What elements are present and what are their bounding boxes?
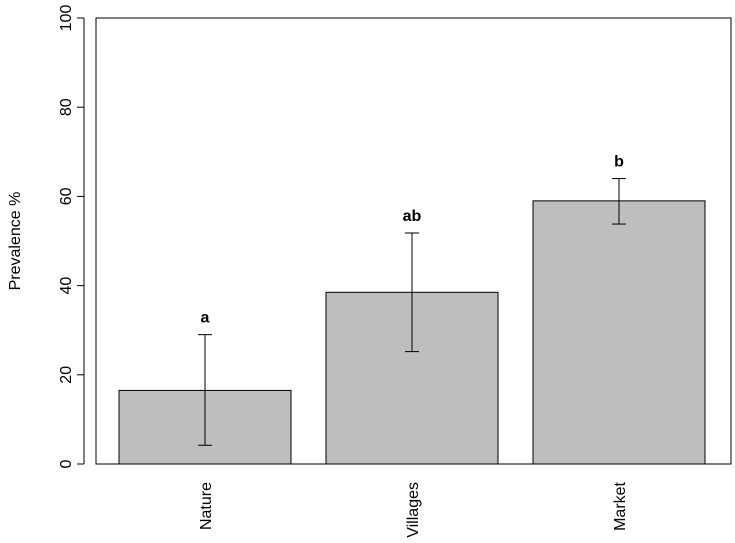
y-tick-label: 40 (58, 277, 75, 295)
significance-labels: a ab b (201, 154, 625, 327)
significance-label: b (614, 154, 624, 171)
y-tick-label: 0 (58, 459, 75, 468)
y-axis-title: Prevalence % (7, 192, 24, 291)
significance-label: a (201, 310, 210, 327)
category-label: Market (612, 481, 629, 530)
category-label: Villages (405, 482, 422, 538)
category-label: Nature (198, 482, 215, 530)
y-axis: 0 20 40 60 80 100 (58, 5, 85, 468)
error-bars (198, 178, 626, 446)
y-tick-label: 60 (58, 187, 75, 205)
y-tick-label: 80 (58, 98, 75, 116)
y-tick-label: 100 (58, 5, 75, 32)
x-axis-labels: Nature Villages Market (198, 481, 629, 537)
bar-market (532, 200, 706, 465)
y-tick-label: 20 (58, 366, 75, 384)
significance-label: ab (403, 208, 422, 225)
